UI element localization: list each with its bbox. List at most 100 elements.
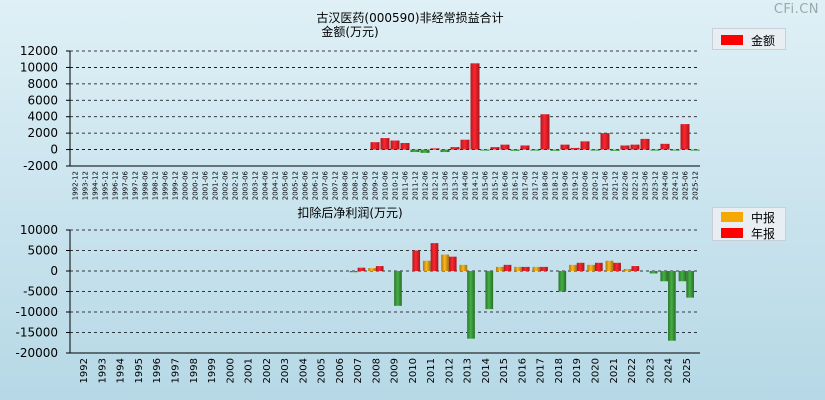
x-tick-label: 2015 [499,358,510,383]
x-tick-label: 2025-06 [682,170,690,200]
bar [623,268,632,271]
bar [349,271,358,273]
x-tick-label: 2021-12 [612,171,620,200]
bar [587,264,595,271]
x-tick-label: 2007-12 [332,171,340,200]
x-tick-label: 2000-12 [192,171,200,200]
x-tick-label: 2006-06 [302,170,310,200]
legend-label: 年报 [751,226,776,241]
x-tick-label: 2015-06 [482,170,490,200]
x-tick-label: 2006-12 [312,171,320,200]
bar [558,271,567,292]
bar [510,149,520,151]
x-tick-label: 1997-06 [122,170,130,200]
y-tick-label: 0 [50,264,58,278]
bar [678,271,687,282]
x-tick-label: 2002 [262,358,273,383]
x-tick-label: 2013 [463,358,474,383]
x-tick-label: 2002-12 [232,171,240,200]
chart-subtitle: 金额(万元) [321,24,378,39]
bar [422,260,431,271]
bar [590,149,600,151]
x-tick-label: 2024-12 [672,171,680,200]
legend-bottom: 中报 年报 [712,207,786,241]
legend-swatch [721,35,743,45]
x-tick-label: 2021-06 [602,170,610,200]
bar [680,124,690,150]
bar [357,267,366,271]
x-tick-label: 2005 [317,358,328,383]
bar [649,271,658,274]
bar [605,260,614,271]
bar [631,266,640,271]
legend-swatch [721,212,743,222]
x-tick-label: 1992-12 [72,171,80,200]
x-tick-label: 2009 [390,358,401,383]
chart-title: 扣除后净利润(万元) [297,205,402,220]
bar [613,262,621,271]
x-tick-label: 2010-06 [382,170,390,200]
bar [375,266,384,271]
x-tick-label: 2007-06 [322,170,330,200]
x-tick-label: 2019-06 [562,170,570,200]
x-tick-label: 2020 [591,358,602,383]
bar [368,268,376,271]
x-tick-label: 2025-12 [692,171,700,200]
bar [490,147,500,150]
x-tick-label: 2014-06 [462,170,470,200]
x-tick-label: 2022-12 [632,171,640,200]
x-tick-label: 2009-12 [372,171,380,200]
x-tick-label: 2020-06 [582,170,590,200]
x-tick-label: 2012-12 [432,171,440,200]
y-tick-label: 6000 [27,93,58,107]
bar [550,149,560,151]
bar [576,262,585,271]
bar [600,133,610,150]
bar [640,138,650,150]
x-tick-label: 2005-12 [292,171,300,200]
y-tick-label: -5000 [23,285,58,299]
x-tick-label: 2017-06 [522,170,530,200]
x-tick-label: 1993-12 [82,171,90,200]
x-tick-label: 1999-12 [172,171,180,200]
x-tick-label: 2005-06 [282,170,290,200]
x-tick-label: 1999 [207,358,218,383]
legend-label: 金额 [751,33,776,48]
x-tick-label: 2011-12 [412,171,420,200]
x-tick-label: 2011 [426,358,437,383]
bar [569,264,577,271]
x-tick-label: 1994 [116,358,127,383]
x-tick-label: 1995-12 [102,171,110,200]
x-tick-label: 1994-12 [92,171,100,200]
x-tick-label: 2015-12 [492,171,500,200]
x-tick-label: 2012 [444,358,455,383]
x-tick-label: 2008-12 [352,171,360,200]
bar [570,147,580,150]
x-tick-label: 1998-12 [152,171,160,200]
x-tick-label: 2004 [298,358,309,383]
x-tick-label: 2025 [682,358,693,383]
x-tick-label: 2011-06 [402,170,410,200]
bar [441,254,449,271]
x-tick-label: 2016-12 [512,171,520,200]
bar [500,144,510,150]
bar [560,144,570,150]
x-tick-label: 2018 [554,358,565,383]
bar [370,142,380,150]
bar [480,149,490,151]
x-tick-label: 2000-06 [182,170,190,200]
bar [390,140,400,150]
bar [503,264,512,271]
y-tick-label: 2000 [27,126,58,140]
x-tick-label: 1999-06 [162,170,170,200]
x-tick-label: 1996-12 [112,171,120,200]
bar [686,271,694,298]
x-tick-label: 2004-12 [272,171,280,200]
x-tick-label: 2024 [664,358,675,383]
bar [485,271,494,310]
bar [459,264,468,271]
legend-item: 金额 [713,32,785,48]
x-tick-label: 2008-06 [342,170,350,200]
x-tick-label: 2003-06 [242,170,250,200]
